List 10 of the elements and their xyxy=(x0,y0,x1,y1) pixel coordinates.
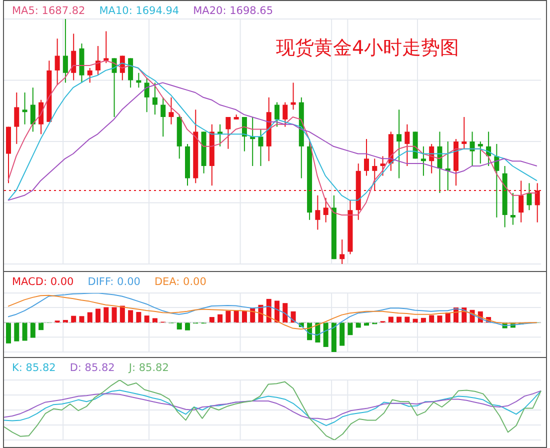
text: 现货黄金4小时走势图 xyxy=(276,36,460,61)
series-label: J: 85.82 xyxy=(128,362,169,374)
text: MA10: 1694.94 xyxy=(99,5,180,17)
text: DEA: 0.00 xyxy=(154,276,206,288)
series-label: D: 85.82 xyxy=(70,362,115,374)
text: MA20: 1698.65 xyxy=(193,5,274,17)
text: MA5: 1687.82 xyxy=(12,5,86,17)
series-label: DIFF: 0.00 xyxy=(88,276,140,288)
text: K: 85.82 xyxy=(12,362,56,374)
text: MACD: 0.00 xyxy=(12,276,74,288)
